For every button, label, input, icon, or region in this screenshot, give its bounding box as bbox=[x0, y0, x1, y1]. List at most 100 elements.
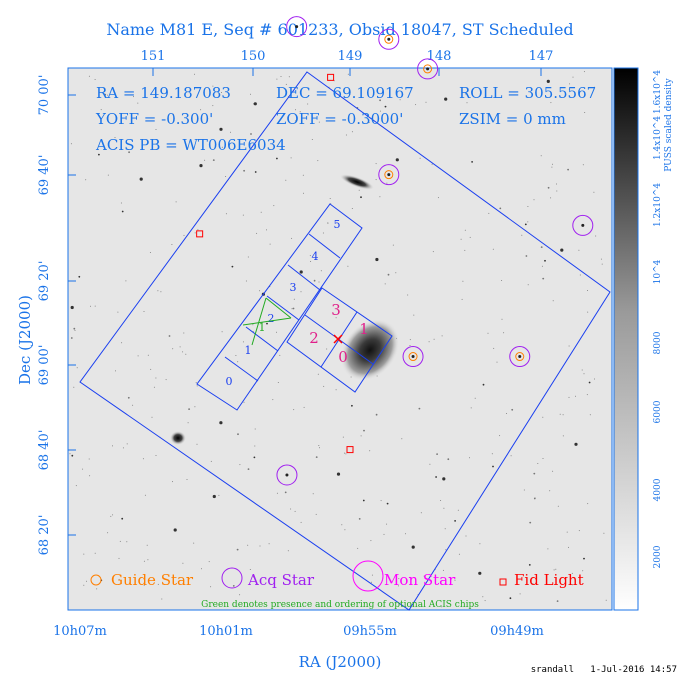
background-star bbox=[447, 458, 450, 461]
background-star bbox=[312, 493, 314, 495]
background-star bbox=[73, 386, 75, 388]
background-star bbox=[574, 442, 578, 446]
background-star bbox=[279, 354, 281, 356]
background-star bbox=[370, 540, 372, 542]
colorbar-tick: 2000 bbox=[653, 545, 663, 568]
background-star bbox=[231, 265, 234, 268]
background-star bbox=[568, 396, 570, 398]
background-star bbox=[521, 234, 523, 236]
background-star bbox=[115, 370, 116, 372]
background-star bbox=[375, 163, 377, 165]
background-star bbox=[587, 311, 589, 313]
background-star bbox=[561, 115, 563, 117]
background-star bbox=[496, 361, 498, 363]
background-star bbox=[529, 521, 532, 524]
background-star bbox=[186, 479, 188, 480]
background-star bbox=[197, 229, 199, 231]
background-star bbox=[315, 456, 318, 458]
star-dot bbox=[518, 355, 522, 359]
fov-outline bbox=[79, 71, 611, 611]
background-star bbox=[425, 101, 427, 103]
background-star bbox=[588, 381, 591, 384]
background-star bbox=[579, 274, 581, 276]
background-star bbox=[413, 314, 415, 316]
background-star bbox=[509, 597, 512, 600]
background-star bbox=[143, 560, 145, 562]
background-star bbox=[132, 404, 134, 406]
background-star bbox=[272, 399, 274, 401]
background-star bbox=[559, 413, 561, 415]
background-star bbox=[144, 494, 146, 496]
background-star bbox=[232, 585, 235, 587]
background-star bbox=[435, 476, 437, 478]
background-star bbox=[128, 151, 131, 154]
background-star bbox=[551, 166, 553, 168]
background-star bbox=[519, 593, 521, 595]
background-star bbox=[345, 453, 347, 455]
acis-s-chip-label: 5 bbox=[334, 218, 341, 231]
background-star bbox=[194, 406, 196, 408]
background-star bbox=[524, 223, 527, 226]
background-star bbox=[277, 382, 279, 383]
galaxy-small bbox=[170, 431, 186, 445]
background-star bbox=[351, 131, 353, 133]
background-star bbox=[540, 246, 543, 249]
background-star bbox=[387, 273, 390, 276]
background-star bbox=[562, 435, 564, 437]
background-star bbox=[582, 570, 584, 572]
background-star bbox=[583, 373, 585, 375]
background-star bbox=[351, 404, 353, 407]
background-star bbox=[318, 281, 320, 283]
background-star bbox=[482, 596, 484, 598]
background-star bbox=[112, 514, 114, 516]
legend-note: Green denotes presence and ordering of o… bbox=[201, 600, 479, 610]
background-star bbox=[478, 571, 482, 575]
background-star bbox=[341, 524, 343, 526]
background-star bbox=[120, 202, 122, 204]
background-star bbox=[118, 557, 120, 559]
background-star bbox=[555, 568, 557, 570]
background-star bbox=[418, 407, 421, 410]
background-star bbox=[143, 311, 145, 312]
background-star bbox=[276, 331, 277, 333]
background-star bbox=[533, 472, 536, 475]
background-star bbox=[146, 544, 148, 546]
background-star bbox=[511, 408, 514, 411]
colorbar-label: PUSS scaled density bbox=[664, 77, 674, 171]
background-star bbox=[575, 395, 576, 397]
background-star bbox=[69, 453, 71, 455]
background-star bbox=[445, 549, 447, 551]
acis-i-chip-label: 1 bbox=[359, 320, 369, 338]
background-star bbox=[149, 252, 151, 253]
background-star bbox=[323, 385, 325, 387]
background-star bbox=[533, 199, 535, 201]
sky-image bbox=[68, 68, 612, 610]
background-star bbox=[442, 477, 446, 481]
background-star bbox=[219, 421, 223, 425]
catalog-markers bbox=[196, 16, 594, 486]
background-star bbox=[501, 280, 503, 281]
background-star bbox=[547, 548, 549, 550]
guide-star-marker bbox=[408, 352, 418, 362]
background-star bbox=[243, 169, 246, 172]
background-star bbox=[182, 562, 184, 564]
background-star bbox=[464, 229, 466, 231]
background-star bbox=[119, 540, 121, 542]
background-star bbox=[380, 500, 382, 502]
background-star bbox=[243, 401, 245, 403]
acis-i-chip-label: 0 bbox=[338, 348, 348, 366]
background-star bbox=[386, 523, 388, 525]
background-star bbox=[605, 599, 607, 601]
background-star bbox=[291, 308, 293, 310]
background-star bbox=[587, 503, 589, 505]
background-star bbox=[429, 463, 431, 465]
background-star bbox=[121, 517, 124, 520]
background-star bbox=[322, 232, 324, 234]
background-star bbox=[303, 406, 305, 408]
background-star bbox=[525, 255, 528, 257]
background-star bbox=[441, 335, 443, 337]
acis-i-chip-label: 2 bbox=[309, 329, 319, 347]
acq-star-marker bbox=[402, 346, 424, 368]
background-star bbox=[200, 109, 202, 111]
colorbar-tick: 10^4 bbox=[653, 259, 663, 284]
